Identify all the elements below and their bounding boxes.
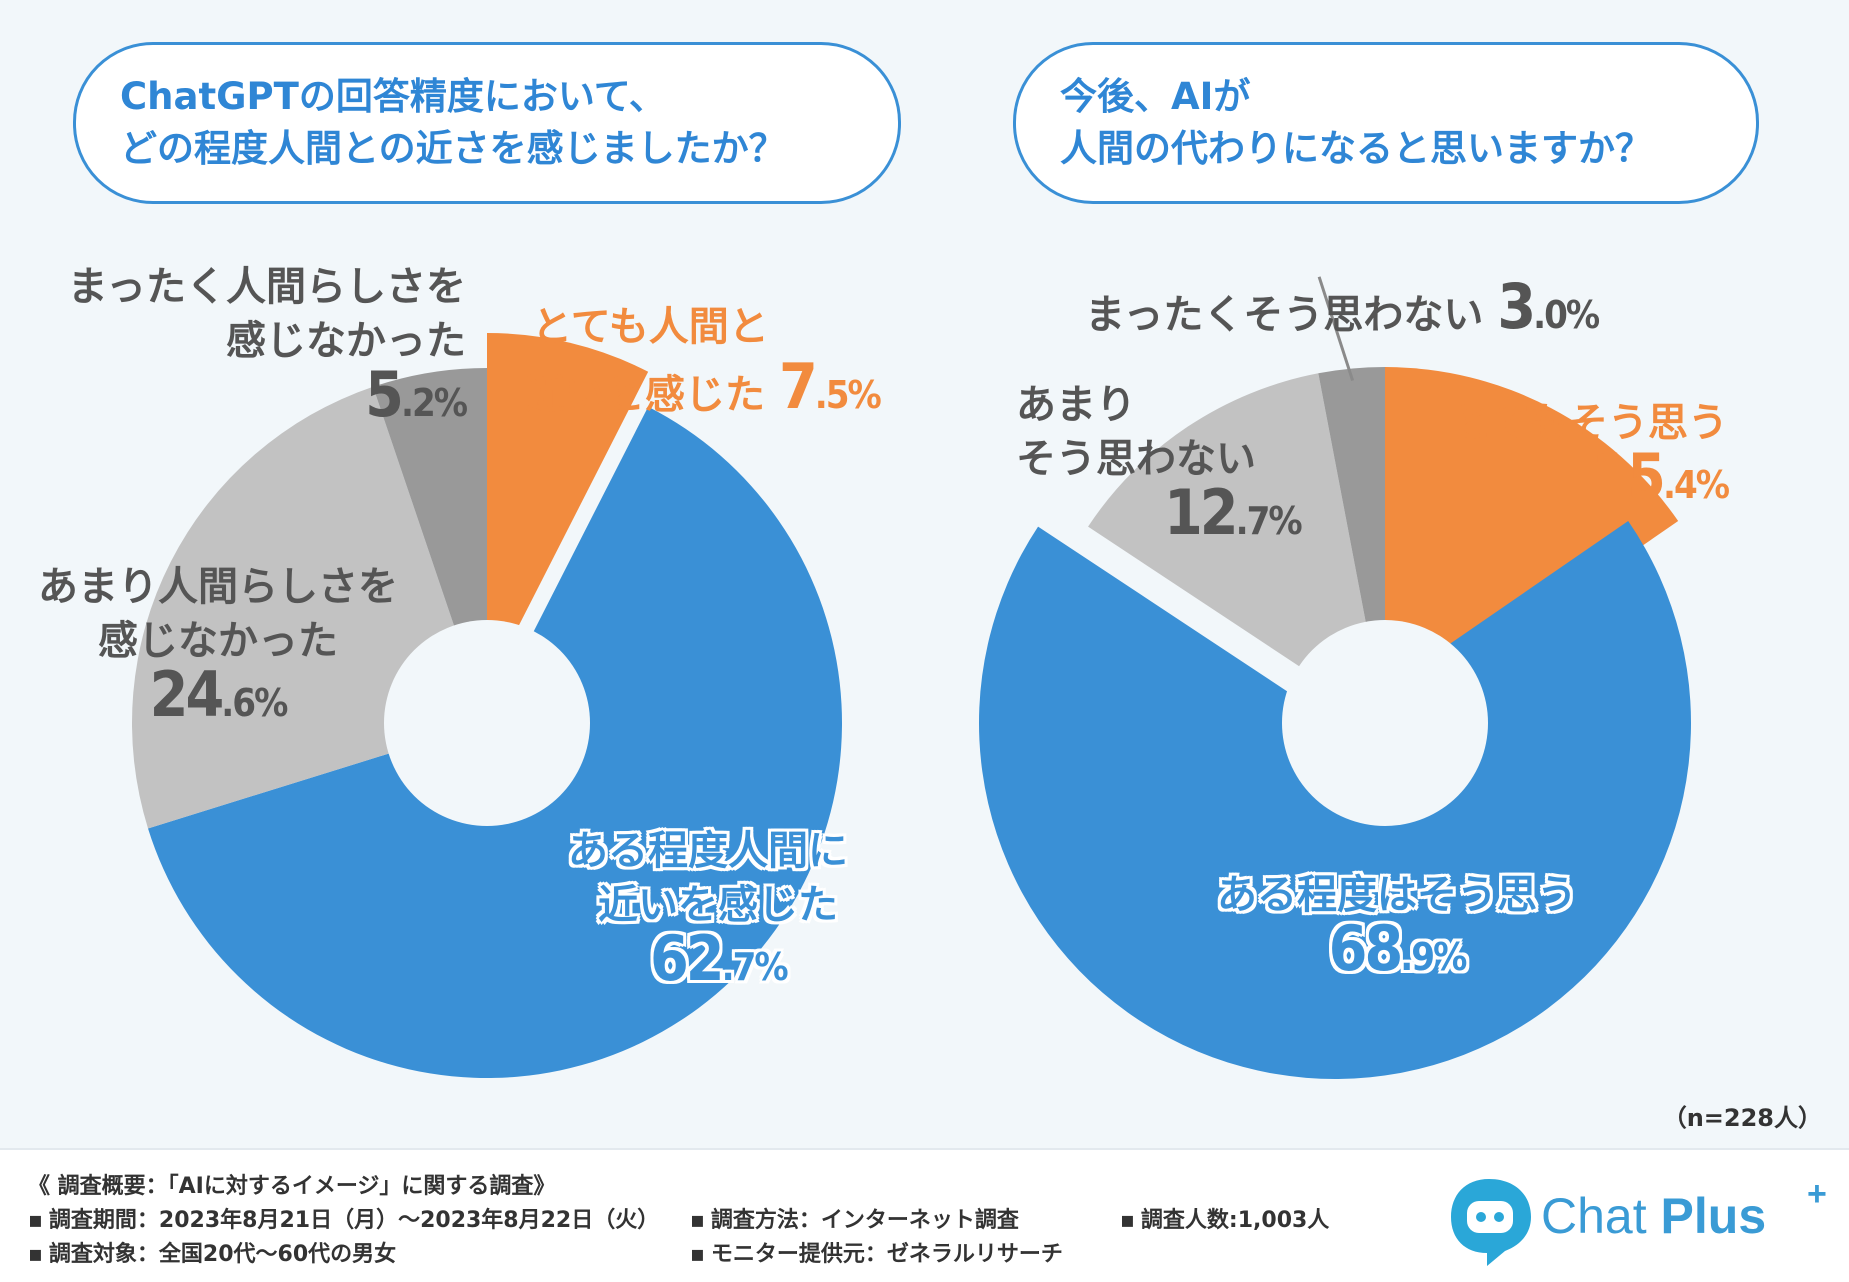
right-label-very-line1: とてもそう思う (1452, 400, 1728, 446)
sample-size: （n=228人） (1662, 1104, 1822, 1132)
right-pct-notmuch: 12.7% (1164, 476, 1303, 549)
pie2-slice-1 (1385, 367, 1679, 723)
right-label-notmuch-line2: そう思わない (1016, 436, 1256, 482)
left-label-very-line2: 近いと感じた (525, 372, 765, 418)
pie2-leader-line (1317, 276, 1355, 381)
left-label-notmuch: あまり人間らしさを 感じなかった 24.6% (28, 560, 408, 730)
pie2-center-hole (1282, 620, 1488, 826)
logo-text: Chat Plus (1541, 1188, 1767, 1244)
survey-overview: 《 調査概要：「AIに対するイメージ」に関する調査》 (28, 1174, 556, 1199)
logo-plus: + (1807, 1175, 1827, 1213)
left-pct-some: 62.7% (650, 922, 789, 995)
right-label-some-line1: ある程度はそう思う (1217, 872, 1577, 918)
left-label-notatall-line2: 感じなかった (226, 318, 466, 364)
survey-target: 調査対象：全国20代〜60代の男女 (28, 1236, 396, 1268)
right-pct-some: 68.9% (1328, 912, 1468, 985)
left-pct-notatall: 5.2% (365, 358, 468, 431)
question-left-line1: ChatGPTの回答精度において、 (120, 75, 666, 118)
chat-bubble-icon (1451, 1179, 1531, 1266)
pie1-slice-1 (487, 333, 649, 688)
survey-count: 調査人数:1,003人 (1120, 1202, 1329, 1234)
right-label-notatall-line1: まったくそう思わない (1085, 292, 1484, 338)
left-label-some-line2: 近いを感じた (598, 882, 838, 928)
right-label-very: とてもそう思う 15.4% (1408, 396, 1730, 513)
right-pct-very: 15.4% (1591, 440, 1730, 513)
left-label-very-line1: とても人間と (532, 304, 769, 350)
left-label-some: ある程度人間に 近いを感じた 62.7% (568, 824, 848, 994)
left-label-notatall-line1: まったく人間らしさを (67, 264, 466, 310)
left-label-very-row2: 近いと感じた 7.5% (525, 350, 882, 423)
pie2-slice-3 (1088, 373, 1385, 723)
left-pct-notmuch: 24.6% (149, 658, 289, 731)
right-label-notmuch: あまり そう思わない 12.7% (1016, 378, 1303, 549)
left-label-very: とても人間と (532, 300, 769, 354)
question-right-line1: 今後、AIが (1060, 75, 1251, 118)
left-label-some-line1: ある程度人間に (568, 828, 848, 874)
chat-plus-logo: Chat Plus + (1447, 1173, 1827, 1268)
right-label-some: ある程度はそう思う 68.9% (1177, 868, 1617, 984)
question-left: ChatGPTの回答精度において、 どの程度人間との近さを感じましたか？ (73, 42, 901, 204)
right-label-notatall: まったくそう思わない 3.0% (1085, 270, 1600, 343)
survey-provider: モニター提供元：ゼネラルリサーチ (690, 1236, 1063, 1268)
pie-charts (131, 276, 1691, 1079)
survey-method: 調査方法：インターネット調査 (690, 1202, 1019, 1234)
question-right-line2: 人間の代わりになると思いますか？ (1060, 127, 1652, 170)
right-pct-notatall: 3.0% (1497, 270, 1600, 343)
footer: 《 調査概要：「AIに対するイメージ」に関する調査》 調査期間：2023年8月2… (0, 1148, 1849, 1282)
pie1-center-hole (384, 620, 590, 826)
right-label-notmuch-line1: あまり (1016, 382, 1136, 428)
left-label-notmuch-line2: 感じなかった (98, 618, 338, 664)
left-pct-very: 7.5% (778, 350, 882, 423)
question-right: 今後、AIが 人間の代わりになると思いますか？ (1013, 42, 1759, 204)
left-label-notatall: まったく人間らしさを 感じなかった 5.2% (48, 260, 468, 431)
question-left-line2: どの程度人間との近さを感じましたか？ (120, 127, 786, 170)
left-label-notmuch-line1: あまり人間らしさを (38, 564, 398, 610)
survey-period: 調査期間：2023年8月21日（月）〜2023年8月22日（火） (28, 1202, 659, 1234)
